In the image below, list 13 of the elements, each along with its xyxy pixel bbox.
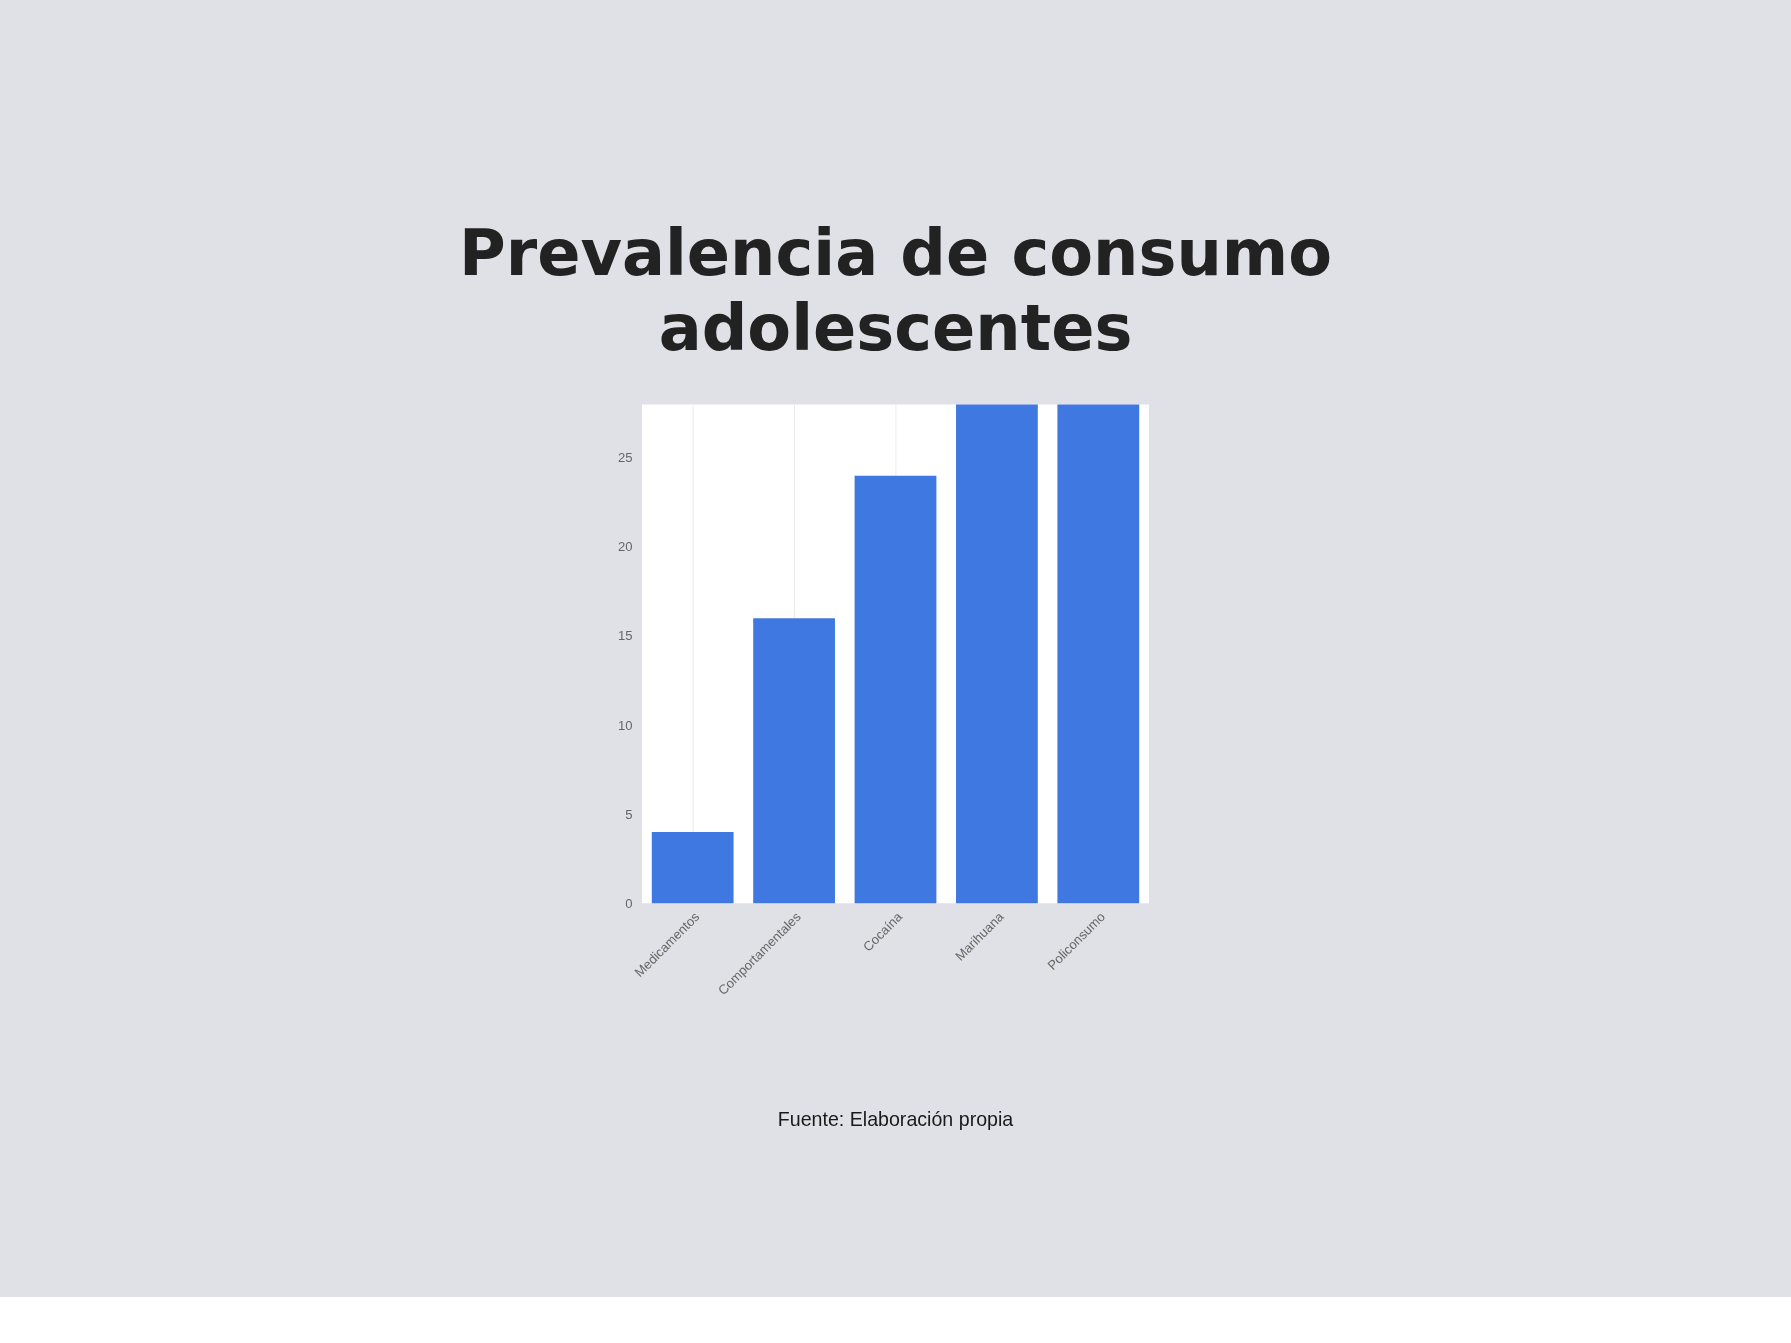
- y-tick-label: 20: [618, 539, 633, 555]
- y-tick-label: 10: [618, 717, 633, 733]
- y-tick-label: 5: [625, 806, 633, 822]
- bar: [651, 831, 734, 904]
- bar: [753, 618, 835, 904]
- chart-title: Prevalencia de consumo adolescentes: [458, 216, 1333, 366]
- y-tick-label: 0: [625, 895, 633, 911]
- bar: [956, 404, 1038, 904]
- y-tick-label: 15: [618, 628, 633, 644]
- bar: [1057, 404, 1140, 904]
- y-tick-label: 25: [618, 450, 633, 466]
- source-note: Fuente: Elaboración propia: [777, 1107, 1014, 1130]
- bar: [854, 475, 937, 904]
